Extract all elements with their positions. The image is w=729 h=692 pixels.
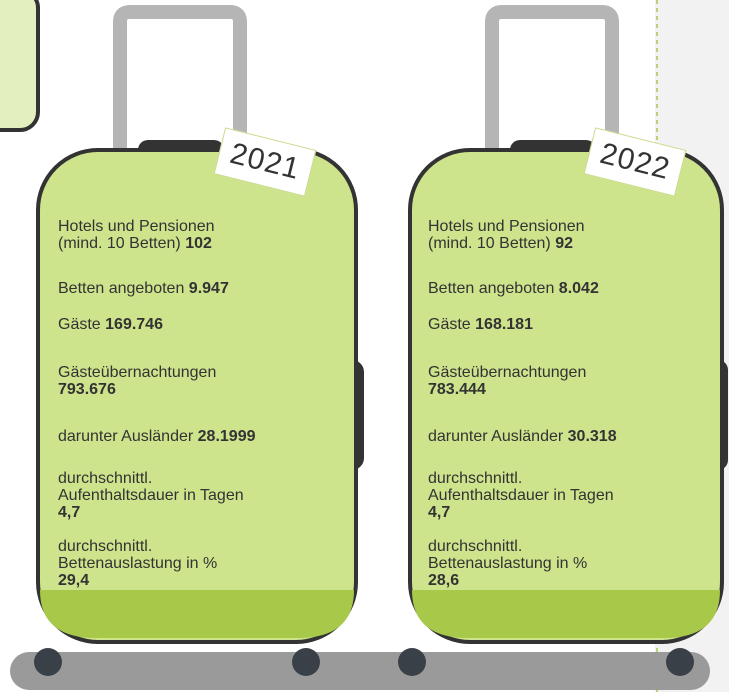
wheel [34, 648, 62, 676]
stat-label: Bettenauslastung in % [58, 555, 218, 572]
stat-label: Bettenauslastung in % [428, 555, 588, 572]
stat-value: 92 [555, 235, 573, 252]
stat-label: Gästeübernachtungen [428, 364, 587, 381]
stat-label: Gäste [58, 316, 101, 333]
stat-label: durchschnittl. [428, 470, 523, 487]
stat-value: 102 [185, 235, 212, 252]
stat-label: Aufenthaltsdauer in Tagen [428, 487, 614, 504]
stat-row: Betten angeboten 8.042 [428, 280, 599, 297]
stat-value: 783.444 [428, 381, 486, 398]
stat-label: durchschnittl. [428, 538, 523, 555]
ground [10, 652, 710, 690]
stat-row: Gäste 169.746 [58, 316, 163, 333]
stat-label: darunter Ausländer [428, 428, 564, 445]
stat-row: durchschnittl. Bettenauslastung in % 29,4 [58, 538, 217, 589]
stat-value: 29,4 [58, 572, 90, 589]
stat-value: 793.676 [58, 381, 116, 398]
wheel [292, 648, 320, 676]
trolley-handle [485, 5, 619, 150]
stat-label: Aufenthaltsdauer in Tagen [58, 487, 244, 504]
stat-label: (mind. 10 Betten) [58, 235, 181, 252]
stat-value: 168.181 [475, 316, 533, 333]
stat-value: 9.947 [188, 280, 229, 297]
suitcase-body [408, 148, 724, 644]
corner-box [0, 0, 40, 132]
suitcase-left [34, 5, 364, 676]
stat-value: 4,7 [428, 504, 451, 521]
stat-row: Gästeübernachtungen 783.444 [428, 364, 586, 398]
stat-label: durchschnittl. [58, 538, 153, 555]
stat-label: Gäste [428, 316, 471, 333]
stat-label: Betten angeboten [58, 280, 185, 297]
stat-value: 4,7 [58, 504, 81, 521]
stat-row: Gästeübernachtungen 793.676 [58, 364, 216, 398]
stat-row: Hotels und Pensionen (mind. 10 Betten) 10… [58, 218, 215, 252]
wheel [666, 648, 694, 676]
stat-row: Betten angeboten 9.947 [58, 280, 229, 297]
stat-value: 28,6 [428, 572, 460, 589]
trolley-handle [113, 5, 247, 150]
stat-row: Hotels und Pensionen (mind. 10 Betten) 92 [428, 218, 585, 252]
stat-label: Hotels und Pensionen [428, 218, 585, 235]
suitcase-base [412, 590, 720, 638]
stat-label: Betten angeboten [428, 280, 555, 297]
stat-label: durchschnittl. [58, 470, 153, 487]
stat-row: durchschnittl. Aufenthaltsdauer in Tagen 4… [428, 470, 614, 521]
stat-row: darunter Ausländer 30.318 [428, 428, 617, 445]
stat-value: 28.1999 [197, 428, 256, 445]
stat-row: durchschnittl. Aufenthaltsdauer in Tagen 4… [58, 470, 244, 521]
stat-row: Gäste 168.181 [428, 316, 533, 333]
stat-value: 8.042 [558, 280, 599, 297]
suitcase-base [40, 590, 354, 638]
wheel [398, 648, 426, 676]
stat-label: Gästeübernachtungen [58, 364, 217, 381]
stat-row: durchschnittl. Bettenauslastung in % 28,6 [428, 538, 587, 589]
stat-row: darunter Ausländer 28.1999 [58, 428, 256, 445]
suitcase-body [36, 148, 358, 644]
stat-value: 30.318 [567, 428, 617, 445]
stat-label: darunter Ausländer [58, 428, 194, 445]
stat-label: Hotels und Pensionen [58, 218, 215, 235]
suitcase-right [398, 5, 728, 676]
stat-value: 169.746 [105, 316, 163, 333]
stat-label: (mind. 10 Betten) [428, 235, 551, 252]
